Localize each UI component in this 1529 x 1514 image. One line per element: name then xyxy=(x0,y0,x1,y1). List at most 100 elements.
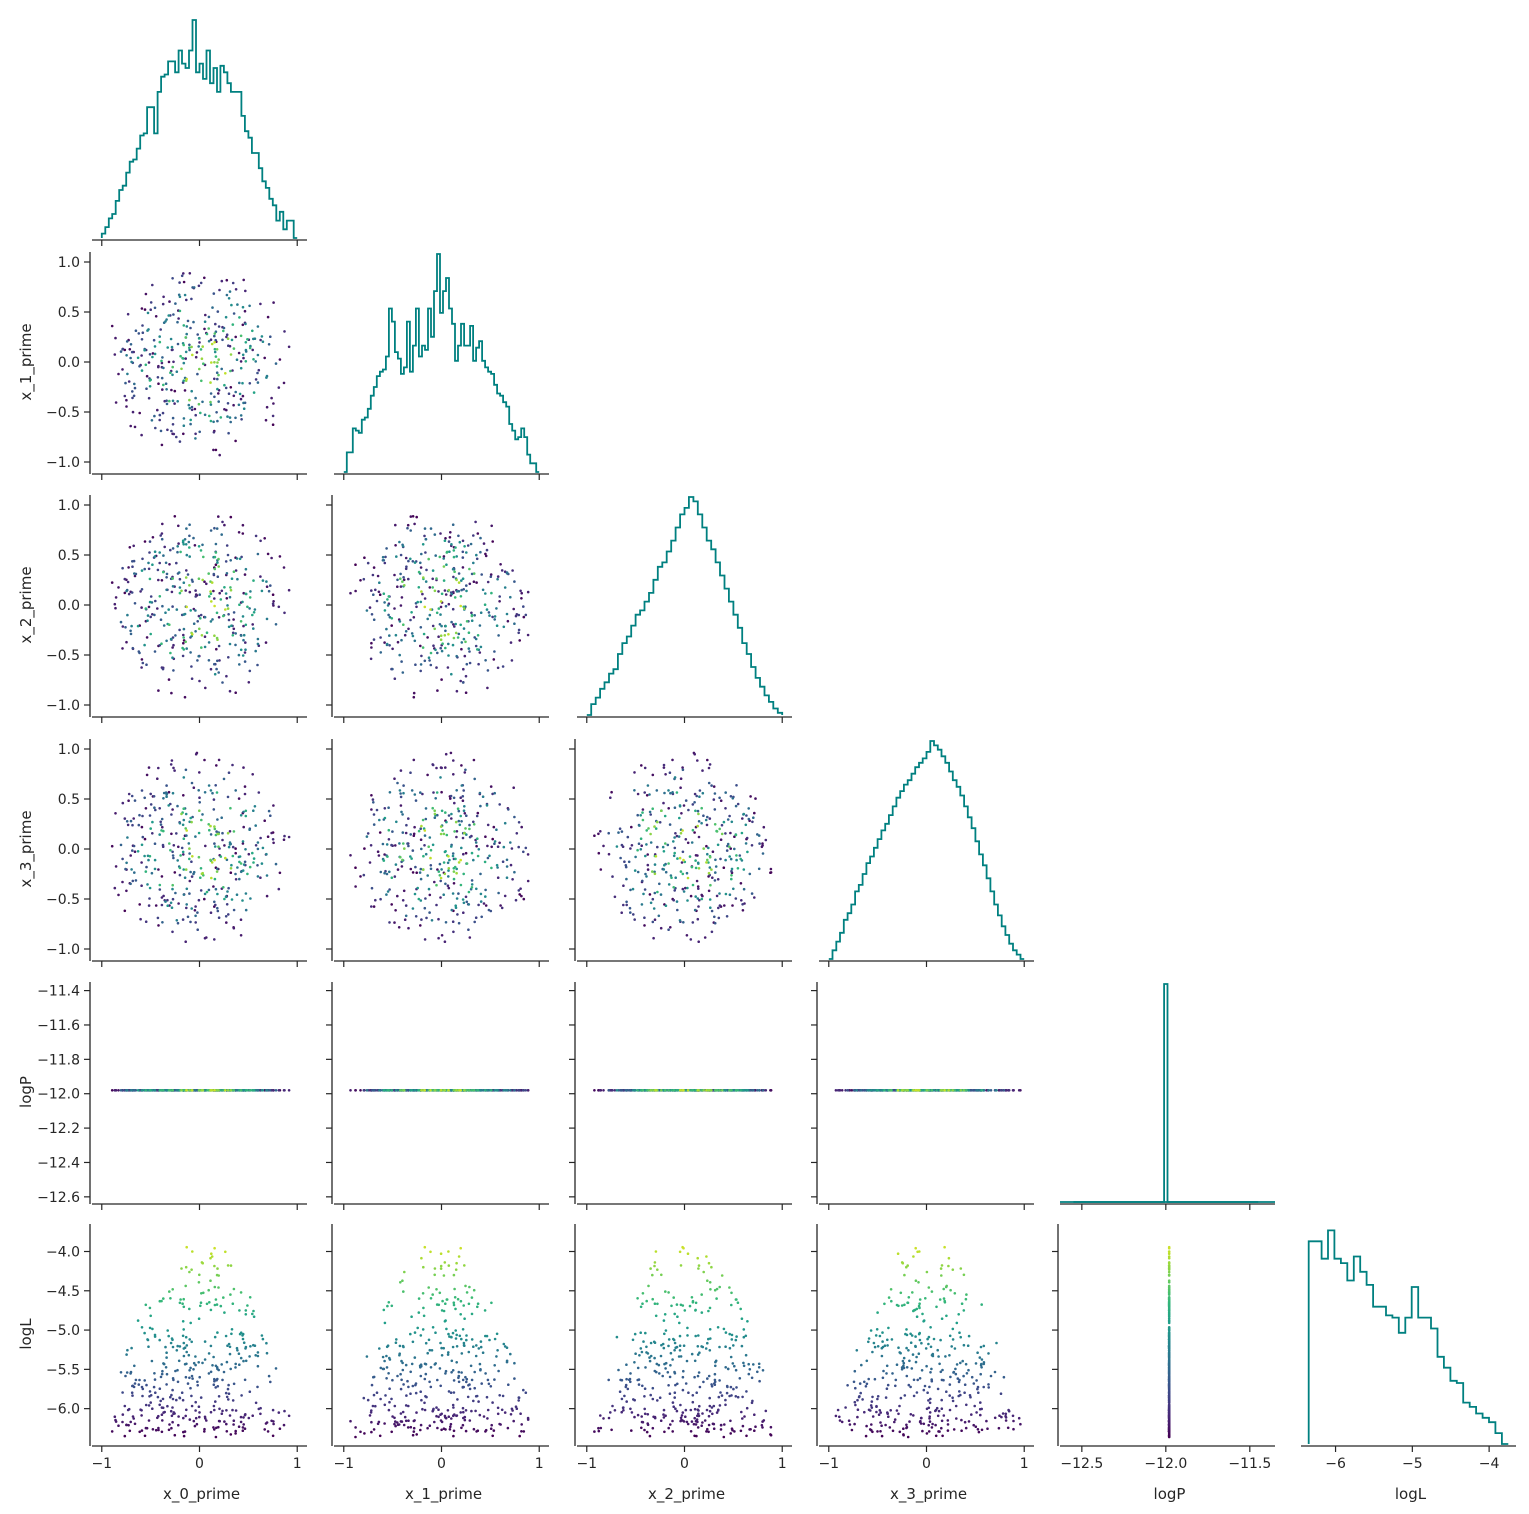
scatter-point xyxy=(229,1264,233,1267)
scatter-point xyxy=(453,625,456,628)
scatter-point xyxy=(711,850,715,853)
scatter-point xyxy=(444,624,447,628)
scatter-point xyxy=(222,777,226,781)
panel-logP-vs-x_3_prime xyxy=(811,982,1034,1210)
scatter-point xyxy=(178,628,181,632)
scatter-point xyxy=(244,848,247,851)
scatter-point xyxy=(249,897,252,900)
scatter-point xyxy=(197,577,201,580)
scatter-point xyxy=(169,651,172,655)
scatter-point xyxy=(633,918,636,921)
scatter-point xyxy=(410,789,414,792)
scatter-point xyxy=(257,791,261,794)
scatter-point xyxy=(202,1291,205,1295)
scatter-point xyxy=(422,1314,426,1318)
scatter-point xyxy=(484,1428,488,1432)
scatter-point xyxy=(238,860,241,864)
scatter-point xyxy=(219,598,223,601)
scatter-point xyxy=(127,380,131,383)
scatter-point xyxy=(196,333,199,336)
scatter-point xyxy=(468,835,472,839)
scatter-point xyxy=(168,623,171,626)
scatter-point xyxy=(243,792,247,796)
scatter-point xyxy=(702,1089,705,1092)
scatter-point xyxy=(459,1299,463,1303)
scatter-point xyxy=(244,592,248,596)
scatter-point xyxy=(211,618,214,621)
scatter-point xyxy=(729,857,733,861)
scatter-point xyxy=(217,671,220,674)
scatter-point xyxy=(213,377,216,381)
scatter-point xyxy=(491,837,495,841)
scatter-point xyxy=(198,1375,201,1379)
scatter-point xyxy=(251,329,254,333)
scatter-point xyxy=(132,817,135,820)
scatter-point xyxy=(517,613,521,617)
scatter-point xyxy=(223,897,226,901)
scatter-point xyxy=(505,858,509,862)
scatter-point xyxy=(222,614,225,618)
scatter-point xyxy=(419,1334,423,1337)
scatter-point xyxy=(641,811,644,814)
scatter-point xyxy=(171,1397,175,1401)
scatter-point xyxy=(451,1331,455,1335)
scatter-point xyxy=(185,298,188,302)
scatter-point xyxy=(138,1430,141,1434)
scatter-point xyxy=(493,1337,497,1341)
scatter-point xyxy=(171,577,174,580)
panel-x_1_prime-vs-x_1_prime xyxy=(334,253,549,480)
scatter-point xyxy=(242,638,245,642)
scatter-point xyxy=(719,838,723,841)
scatter-point xyxy=(505,865,509,868)
y-tick-label: −0.5 xyxy=(46,648,80,664)
scatter-point xyxy=(207,784,211,787)
scatter-point xyxy=(119,1089,123,1092)
scatter-point xyxy=(466,544,470,547)
scatter-point xyxy=(420,552,423,556)
scatter-point xyxy=(190,297,193,301)
scatter-point xyxy=(362,577,366,581)
scatter-point xyxy=(444,537,447,540)
scatter-point xyxy=(653,918,657,921)
scatter-point xyxy=(429,1297,433,1300)
scatter-point xyxy=(846,1089,849,1092)
scatter-point xyxy=(479,892,483,896)
scatter-point xyxy=(199,281,203,285)
scatter-point xyxy=(679,786,682,789)
scatter-point xyxy=(193,544,197,547)
scatter-point xyxy=(252,1315,256,1318)
scatter-point xyxy=(377,1420,381,1424)
scatter-point xyxy=(177,845,180,849)
scatter-point xyxy=(184,812,188,816)
scatter-point xyxy=(379,636,382,639)
scatter-point xyxy=(216,892,219,896)
scatter-point xyxy=(151,613,154,616)
scatter-point xyxy=(199,348,203,351)
scatter-point xyxy=(236,866,239,869)
scatter-point xyxy=(242,278,245,282)
scatter-point xyxy=(641,879,644,883)
scatter-point xyxy=(274,1089,278,1092)
scatter-point xyxy=(234,643,237,647)
scatter-point xyxy=(248,828,251,831)
scatter-point xyxy=(212,885,215,888)
scatter-point xyxy=(412,616,416,619)
scatter-point xyxy=(429,1250,432,1254)
scatter-point xyxy=(197,284,201,288)
scatter-point xyxy=(212,589,215,593)
scatter-point xyxy=(524,1391,528,1394)
scatter-point xyxy=(130,350,134,354)
scatter-point xyxy=(404,904,408,907)
scatter-point xyxy=(149,308,152,312)
scatter-point xyxy=(125,589,128,593)
scatter-point xyxy=(228,1345,232,1349)
scatter-point xyxy=(267,589,271,593)
scatter-point xyxy=(509,1089,512,1092)
scatter-point xyxy=(444,882,447,886)
scatter-point xyxy=(213,1428,216,1431)
scatter-point xyxy=(443,539,447,542)
scatter-point xyxy=(213,672,217,676)
scatter-point xyxy=(462,1304,466,1307)
scatter-point xyxy=(197,1405,201,1408)
scatter-point xyxy=(480,1382,484,1385)
